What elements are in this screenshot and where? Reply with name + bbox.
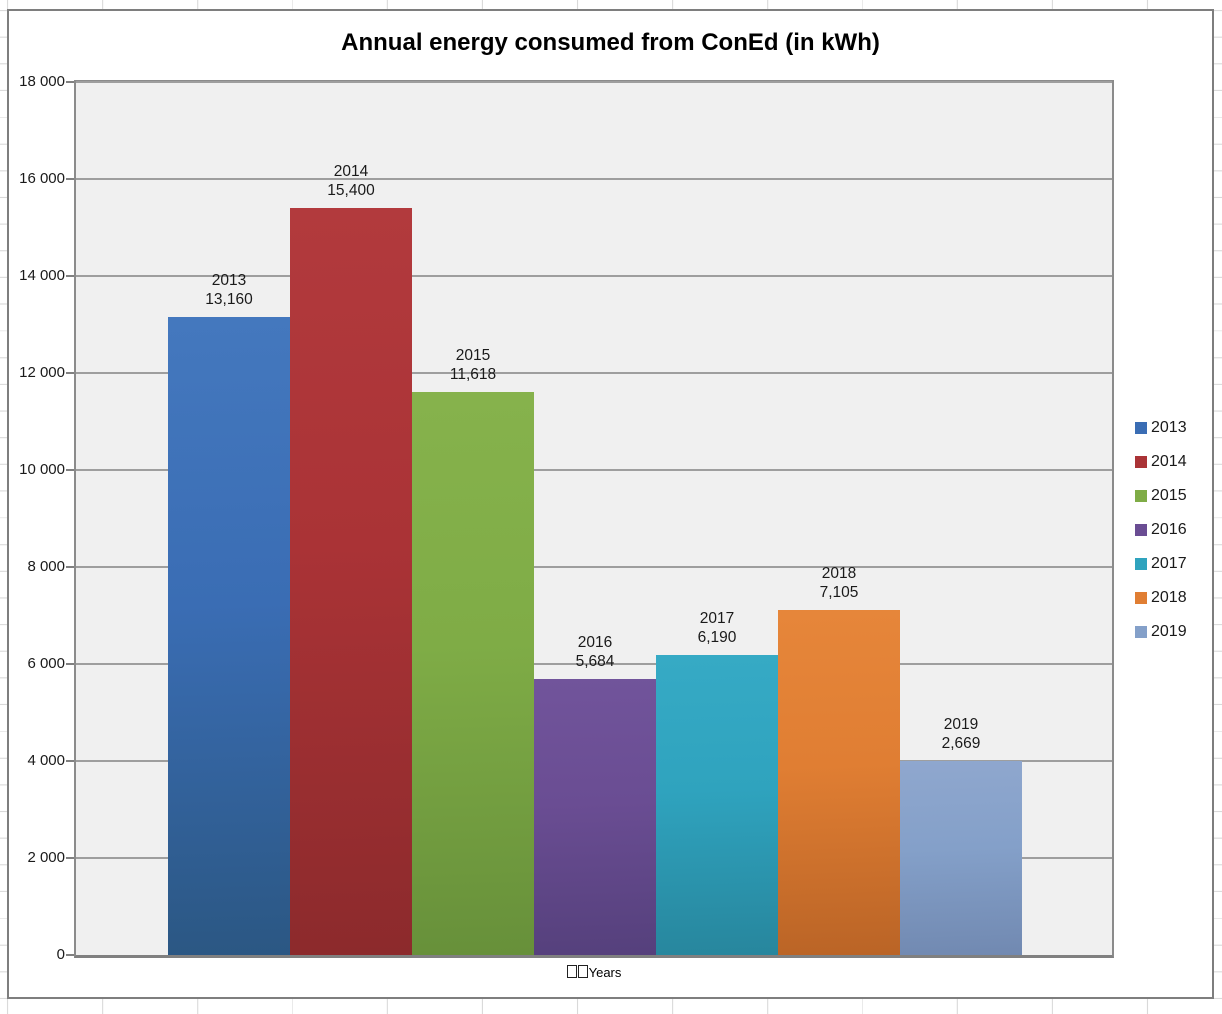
y-tick-mark-12000 [66, 372, 74, 374]
legend-label: 2013 [1151, 419, 1187, 436]
bar-label-year: 2014 [333, 163, 369, 181]
bar-label-year: 2015 [455, 346, 491, 364]
legend-label: 2018 [1151, 589, 1187, 606]
legend-entry-2019[interactable]: 2019 [1135, 622, 1187, 642]
bar-label-2017: 2017 6,190 [698, 609, 737, 647]
y-tick-label-2000: 2 000 [27, 849, 65, 866]
bar-2013[interactable] [168, 316, 290, 955]
legend-label: 2014 [1151, 453, 1187, 470]
bar-label-2018: 2018 7,105 [820, 564, 859, 602]
bar-2015[interactable] [412, 391, 534, 955]
bar-label-year: 2017 [699, 609, 735, 627]
bar-label-value: 6,190 [697, 628, 737, 646]
gridline-18000 [76, 81, 1112, 83]
legend-entry-2017[interactable]: 2017 [1135, 554, 1187, 574]
legend-swatch-2018 [1135, 592, 1147, 604]
y-tick-mark-2000 [66, 857, 74, 859]
bar-2017[interactable] [656, 654, 778, 955]
legend-entry-2014[interactable]: 2014 [1135, 452, 1187, 472]
bar-2018[interactable] [778, 610, 900, 955]
legend-swatch-2017 [1135, 558, 1147, 570]
x-axis-title: Years [74, 965, 1114, 980]
missing-glyph-box [566, 965, 577, 978]
legend-entry-2015[interactable]: 2015 [1135, 486, 1187, 506]
legend-label: 2015 [1151, 487, 1187, 504]
y-tick-label-8000: 8 000 [27, 558, 65, 575]
y-tick-label-18000: 18 000 [19, 73, 65, 90]
missing-glyph-box [577, 965, 588, 978]
legend-label: 2019 [1151, 623, 1187, 640]
y-tick-label-16000: 16 000 [19, 170, 65, 187]
bar-label-2013: 2013 13,160 [205, 271, 252, 309]
bar-label-2016: 2016 5,684 [576, 633, 615, 671]
legend-swatch-2016 [1135, 524, 1147, 536]
legend-swatch-2013 [1135, 422, 1147, 434]
y-tick-mark-16000 [66, 178, 74, 180]
y-tick-label-14000: 14 000 [19, 267, 65, 284]
gridline-14000 [76, 275, 1112, 277]
gridline-8000 [76, 566, 1112, 568]
y-tick-label-6000: 6 000 [27, 655, 65, 672]
chart-title: Annual energy consumed from ConEd (in kW… [341, 29, 880, 56]
gridline-10000 [76, 469, 1112, 471]
bar-label-year: 2019 [943, 716, 979, 733]
bar-label-value: 2,669 [941, 735, 981, 752]
y-tick-label-10000: 10 000 [19, 461, 65, 478]
bar-label-value: 13,160 [205, 290, 253, 308]
plot-inner: 2013 13,160 2014 15,400 2015 11,618 2016 5,684 2… [76, 81, 1112, 955]
y-tick-mark-6000 [66, 663, 74, 665]
bar-label-value: 11,618 [449, 365, 497, 383]
bar-2014[interactable] [290, 208, 412, 955]
bar-label-2014: 2014 15,400 [327, 162, 374, 200]
legend-label: 2017 [1151, 555, 1187, 572]
bar-2019[interactable] [900, 761, 1022, 955]
y-tick-label-12000: 12 000 [19, 364, 65, 381]
legend-entry-2013[interactable]: 2013 [1135, 418, 1187, 438]
gridline-6000 [76, 663, 1112, 665]
y-tick-mark-10000 [66, 469, 74, 471]
legend-entry-2018[interactable]: 2018 [1135, 588, 1187, 608]
bar-label-2015: 2015 11,618 [450, 346, 496, 384]
y-tick-label-0: 0 [56, 946, 65, 963]
gridline-16000 [76, 178, 1112, 180]
plot-area: 2013 13,160 2014 15,400 2015 11,618 2016 5,684 2… [74, 80, 1114, 958]
legend-swatch-2014 [1135, 456, 1147, 468]
bar-label-value: 7,105 [819, 584, 859, 602]
bar-label-value: 5,684 [575, 653, 615, 671]
y-tick-mark-0 [66, 954, 74, 956]
y-tick-mark-8000 [66, 566, 74, 568]
bar-2016[interactable] [534, 679, 656, 955]
chart-object[interactable]: Annual energy consumed from ConEd (in kW… [7, 9, 1214, 999]
bar-label-2019: 2019 2,669 [942, 715, 981, 753]
gridline-12000 [76, 372, 1112, 374]
bar-label-year: 2013 [211, 271, 247, 289]
bar-label-year: 2016 [577, 634, 613, 652]
bar-label-value: 15,400 [327, 182, 375, 200]
y-tick-mark-4000 [66, 760, 74, 762]
legend-swatch-2019 [1135, 626, 1147, 638]
x-axis-title-text: Years [588, 965, 622, 980]
bar-label-year: 2018 [821, 565, 857, 583]
legend-entry-2016[interactable]: 2016 [1135, 520, 1187, 540]
legend-swatch-2015 [1135, 490, 1147, 502]
y-tick-mark-14000 [66, 275, 74, 277]
missing-glyph-boxes [566, 965, 589, 980]
legend-label: 2016 [1151, 521, 1187, 538]
y-tick-mark-18000 [66, 81, 74, 83]
legend: 2013 2014 2015 2016 2017 2018 2019 [1135, 418, 1187, 642]
y-tick-label-4000: 4 000 [27, 752, 65, 769]
